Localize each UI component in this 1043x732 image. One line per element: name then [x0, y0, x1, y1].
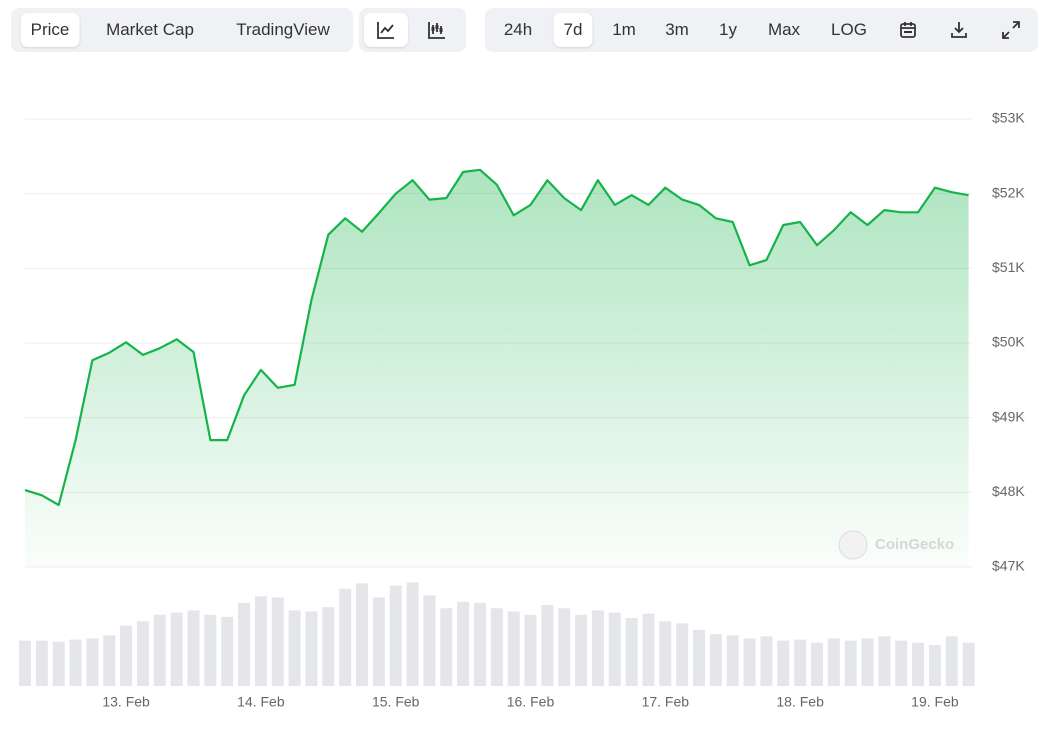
volume-bar [187, 610, 200, 686]
x-tick-label: 14. Feb [237, 694, 285, 710]
range-tabs: 24h 7d 1m 3m 1y Max LOG [485, 8, 1038, 52]
volume-bar [153, 614, 166, 686]
volume-bar [726, 635, 739, 686]
volume-bar [709, 634, 722, 686]
y-tick-label: $47K [992, 558, 1025, 574]
volume-bar [238, 602, 251, 686]
volume-bar [861, 638, 874, 686]
calendar-button[interactable] [898, 20, 918, 40]
price-line [24, 168, 969, 507]
volume-bar [52, 641, 65, 686]
volume-bar [760, 636, 773, 686]
range-tab[interactable]: 3m [665, 20, 689, 39]
volume-bar [457, 601, 470, 686]
volume-bar [271, 597, 284, 686]
x-tick-label: 17. Feb [642, 694, 690, 710]
volume-bar [473, 602, 486, 686]
volume-bar [827, 638, 840, 686]
volume-bar [575, 614, 588, 686]
range-tab[interactable]: 1m [612, 20, 636, 39]
data-tab[interactable]: TradingView [236, 20, 330, 39]
volume-bar [928, 644, 941, 686]
y-tick-label: $49K [992, 408, 1025, 424]
volume-bar [120, 625, 133, 686]
volume-bar [962, 642, 975, 686]
volume-bar [777, 640, 790, 686]
chart-style-tabs [359, 8, 466, 52]
watermark: CoinGecko [875, 536, 954, 553]
volume-bar [356, 583, 369, 686]
volume-bar [35, 640, 48, 686]
x-tick-label: 19. Feb [911, 694, 959, 710]
volume-bar [659, 621, 672, 686]
range-tab[interactable]: LOG [831, 20, 867, 39]
watermark-logo [838, 530, 868, 560]
volume-bar [170, 612, 183, 686]
range-tab[interactable]: 7d [553, 13, 593, 47]
volume-bar [693, 629, 706, 686]
volume-bar [895, 640, 908, 686]
volume-bar [608, 612, 621, 686]
data-tab[interactable]: Price [20, 13, 80, 47]
volume-bar [541, 605, 554, 686]
volume-bar [136, 621, 149, 686]
volume-bar [945, 636, 958, 686]
volume-bar [912, 642, 925, 686]
x-tick-label: 16. Feb [507, 694, 555, 710]
download-button[interactable] [949, 20, 969, 40]
volume-bar [591, 610, 604, 686]
line-style-button[interactable] [364, 13, 408, 47]
range-tab[interactable]: Max [767, 20, 801, 39]
volume-bar [86, 638, 99, 686]
volume-bar [389, 585, 402, 686]
price-area [25, 169, 969, 568]
volume-bar [305, 611, 318, 686]
range-tab[interactable]: 24h [503, 20, 533, 39]
candle-style-button[interactable] [415, 13, 459, 47]
volume-bar [204, 614, 217, 686]
volume-bar [103, 635, 116, 686]
y-tick-label: $51K [992, 259, 1025, 275]
range-tab[interactable]: 1y [719, 20, 737, 39]
volume-bar [743, 638, 756, 686]
volume-bar [288, 610, 301, 686]
volume-bar [423, 595, 436, 686]
volume-bar [69, 639, 82, 686]
volume-bar [254, 596, 267, 686]
volume-bar [524, 614, 537, 686]
volume-bar [810, 642, 823, 686]
volume-bar [878, 636, 891, 686]
volume-bar [440, 608, 453, 686]
volume-bar [507, 611, 520, 686]
volume-bar [676, 623, 689, 686]
volume-bar [221, 616, 234, 686]
y-tick-label: $52K [992, 184, 1025, 200]
x-tick-label: 13. Feb [102, 694, 150, 710]
x-tick-label: 18. Feb [776, 694, 824, 710]
x-tick-label: 15. Feb [372, 694, 420, 710]
volume-bar [406, 582, 419, 686]
volume-bar [372, 597, 385, 686]
y-tick-label: $53K [992, 110, 1025, 126]
volume-bar [339, 588, 352, 686]
volume-bar [625, 617, 638, 686]
volume-bar [322, 607, 335, 686]
volume-bar [642, 613, 655, 686]
volume-bar [19, 640, 31, 686]
data-tab[interactable]: Market Cap [106, 20, 194, 39]
volume-bar [558, 608, 571, 686]
volume-bar [844, 640, 857, 686]
y-tick-label: $50K [992, 334, 1025, 350]
volume-bar [794, 639, 807, 686]
volume-bar [490, 608, 503, 686]
expand-button[interactable] [1001, 20, 1021, 40]
y-tick-label: $48K [992, 483, 1025, 499]
data-tabs: Price Market Cap TradingView [11, 8, 353, 52]
